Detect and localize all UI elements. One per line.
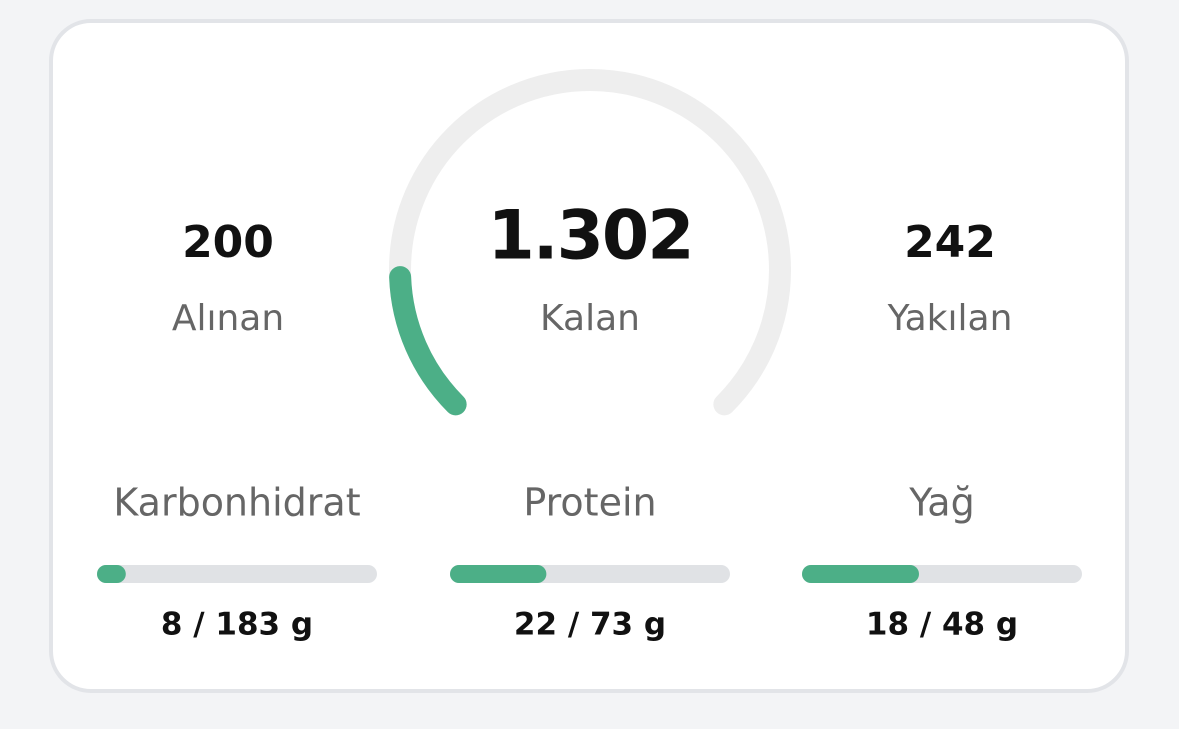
- macro-bar: [450, 565, 547, 583]
- macro-name: Karbonhidrat: [113, 481, 360, 525]
- gauge: [389, 69, 791, 416]
- macro-bar: [97, 565, 126, 583]
- gauge-progress: [389, 266, 467, 416]
- remaining-label: Kalan: [540, 298, 640, 339]
- burned-value: 242: [904, 217, 996, 268]
- consumed-value: 200: [182, 217, 274, 268]
- macro-name: Protein: [523, 481, 656, 525]
- macro-name: Yağ: [908, 481, 974, 525]
- macros: Karbonhidrat 8 / 183 g Protein 22 / 73 g Yağ…: [97, 481, 1082, 643]
- macro-bar: [802, 565, 919, 583]
- macro-track: [97, 565, 377, 583]
- macro-label: 8 / 183 g: [161, 607, 313, 643]
- remaining-value: 1.302: [487, 197, 692, 276]
- consumed-label: Alınan: [172, 298, 284, 339]
- card: [49, 19, 1129, 693]
- macro-label: 18 / 48 g: [866, 607, 1018, 643]
- burned-label: Yakılan: [887, 298, 1013, 339]
- macro-label: 22 / 73 g: [514, 607, 666, 643]
